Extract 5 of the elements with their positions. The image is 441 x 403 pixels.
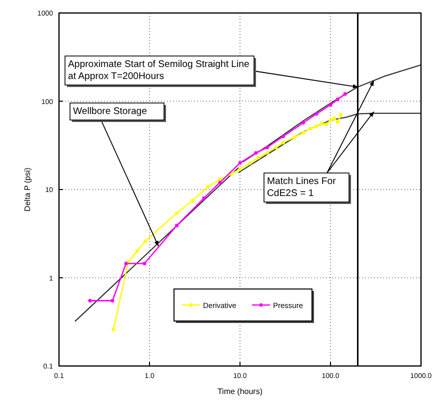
annotation: Match Lines For CdE2S = 1	[267, 176, 337, 199]
y-axis-title: Delta P (psi)	[23, 167, 32, 212]
annotation: Wellbore Storage	[73, 106, 147, 117]
x-axis-title: Time (hours)	[217, 387, 263, 396]
annotation: Approximate Start of Semilog Straight Line at Approx T=200Hours	[68, 59, 250, 82]
